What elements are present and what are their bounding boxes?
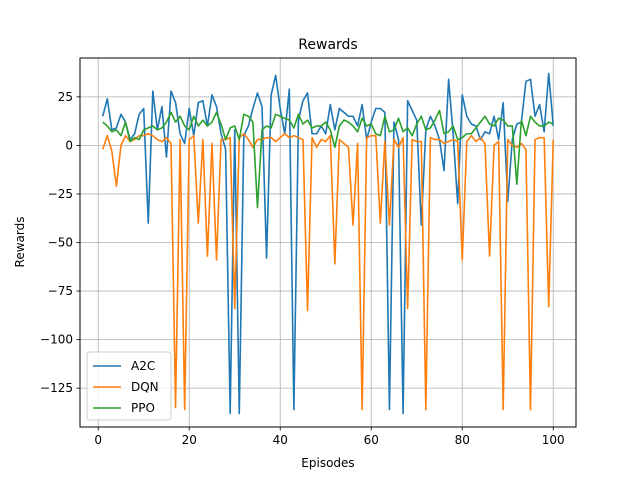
legend-box	[86, 351, 172, 421]
x-tick-label: 60	[364, 433, 379, 447]
x-tick-label: 80	[455, 433, 470, 447]
x-tick-label: 100	[542, 433, 565, 447]
legend-label-ppo: PPO	[131, 401, 155, 415]
y-tick-label: −75	[48, 284, 73, 298]
grid-lines	[80, 58, 576, 427]
legend-label-dqn: DQN	[131, 380, 159, 394]
legend-label-a2c: A2C	[131, 359, 155, 373]
chart-title: Rewards	[298, 37, 357, 53]
y-tick-label: −100	[40, 333, 73, 347]
series-line-dqn	[101, 132, 555, 411]
y-tick-label: −25	[48, 187, 73, 201]
series-line-ppo	[102, 109, 554, 209]
y-tick-label: 0	[65, 138, 73, 152]
x-tick-label: 0	[94, 433, 102, 447]
y-tick-label: −125	[40, 381, 73, 395]
axis-ticks: 0 20 40 60 80 100 −125 −100 −75 −50 −25 0 25	[40, 90, 565, 447]
legend: A2C DQN PPO	[86, 351, 172, 421]
x-tick-label: 40	[273, 433, 288, 447]
x-tick-label: 20	[182, 433, 197, 447]
y-tick-label: 25	[58, 90, 73, 104]
series-lines	[101, 72, 555, 415]
x-axis-title: Episodes	[301, 456, 354, 470]
y-axis-title: Rewards	[13, 217, 27, 268]
y-tick-label: −50	[48, 236, 73, 250]
